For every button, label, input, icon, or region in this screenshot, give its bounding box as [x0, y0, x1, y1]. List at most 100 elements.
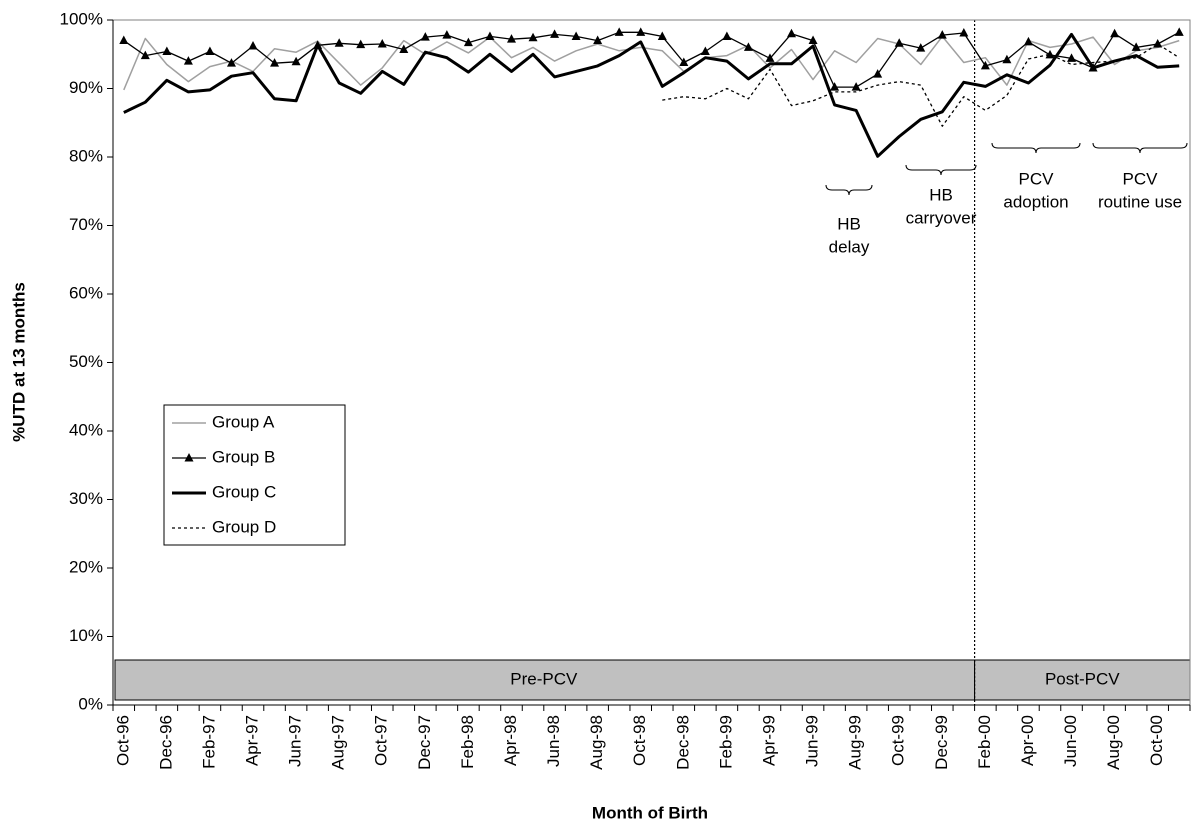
- x-tick-label: Dec-97: [415, 715, 434, 770]
- legend-box: [163, 404, 346, 546]
- y-tick-label: 90%: [69, 78, 103, 97]
- x-tick-label: Oct-97: [372, 715, 391, 766]
- y-tick-label: 0%: [78, 694, 103, 713]
- annotation: HB: [929, 185, 953, 204]
- x-tick-label: Apr-99: [759, 715, 778, 766]
- annotation-brace: [905, 164, 977, 176]
- x-tick-label: Oct-00: [1147, 715, 1166, 766]
- y-tick-label: 50%: [69, 352, 103, 371]
- series-marker: [334, 38, 344, 47]
- x-tick-label: Oct-98: [630, 715, 649, 766]
- series-line: [123, 35, 1180, 91]
- x-tick-label: Apr-00: [1018, 715, 1037, 766]
- x-tick-label: Jun-99: [803, 715, 822, 767]
- x-tick-label: Feb-99: [716, 715, 735, 769]
- y-tick-label: 40%: [69, 420, 103, 439]
- series-marker: [442, 30, 452, 39]
- series-marker: [291, 56, 301, 66]
- series-marker: [1067, 53, 1077, 62]
- x-tick-label: Feb-00: [975, 715, 994, 769]
- series-marker: [1131, 42, 1141, 51]
- x-tick-label: Dec-98: [673, 715, 692, 770]
- x-tick-label: Oct-99: [889, 715, 908, 766]
- series-line: [123, 31, 1180, 88]
- x-tick-label: Jun-97: [286, 715, 305, 767]
- series-marker: [808, 35, 818, 45]
- series-marker: [356, 39, 366, 49]
- series-marker: [916, 43, 926, 52]
- series-marker: [959, 28, 969, 37]
- annotation: PCV: [1123, 169, 1159, 188]
- x-tick-label: Aug-99: [846, 715, 865, 770]
- legend-label: Group A: [212, 412, 275, 431]
- series-marker: [420, 32, 430, 41]
- y-tick-label: 70%: [69, 215, 103, 234]
- series-marker: [1174, 27, 1184, 36]
- annotation: carryover: [906, 208, 977, 227]
- series-marker: [743, 42, 753, 51]
- series-marker: [463, 37, 473, 47]
- x-tick-label: Jun-98: [544, 715, 563, 767]
- series-marker: [1045, 49, 1055, 59]
- series-marker: [700, 46, 710, 56]
- series-marker: [506, 34, 516, 43]
- y-tick-label: 10%: [69, 626, 103, 645]
- series-marker: [183, 56, 193, 65]
- legend-label: Group D: [212, 517, 276, 536]
- annotation-brace: [1092, 142, 1188, 154]
- legend-label: Group C: [212, 482, 276, 501]
- period-band: [114, 659, 976, 701]
- series-marker: [248, 41, 258, 50]
- series-marker: [593, 35, 603, 45]
- annotation: PCV: [1019, 169, 1055, 188]
- y-axis-title: %UTD at 13 months: [9, 282, 28, 442]
- series-marker: [205, 46, 215, 56]
- y-tick-label: 60%: [69, 283, 103, 302]
- series-marker: [485, 31, 495, 40]
- series-marker: [679, 57, 689, 66]
- x-tick-label: Oct-96: [113, 715, 132, 766]
- x-tick-label: Feb-98: [458, 715, 477, 769]
- annotation: HB: [837, 214, 861, 233]
- x-tick-label: Jun-00: [1061, 715, 1080, 767]
- series-marker: [528, 32, 538, 42]
- x-tick-label: Aug-00: [1104, 715, 1123, 770]
- series-marker: [226, 58, 236, 67]
- x-tick-label: Feb-97: [199, 715, 218, 769]
- series-marker: [851, 82, 861, 91]
- y-tick-label: 20%: [69, 557, 103, 576]
- series-marker: [894, 38, 904, 47]
- series-marker: [1002, 54, 1012, 64]
- annotation: delay: [829, 237, 870, 256]
- y-tick-label: 80%: [69, 146, 103, 165]
- series-marker: [162, 46, 172, 56]
- period-label: Pre-PCV: [510, 669, 578, 688]
- annotation: adoption: [1003, 192, 1068, 211]
- series-marker: [571, 31, 581, 40]
- plot-frame: [112, 19, 1191, 705]
- period-band: [974, 659, 1191, 701]
- series-marker: [636, 27, 646, 36]
- x-tick-label: Apr-97: [242, 715, 261, 766]
- series-marker: [377, 38, 387, 48]
- legend-label: Group B: [212, 447, 275, 466]
- series-marker: [787, 28, 797, 38]
- series-marker: [270, 58, 280, 67]
- series-marker: [614, 27, 624, 36]
- x-tick-label: Dec-99: [932, 715, 951, 770]
- x-tick-label: Dec-96: [156, 715, 175, 770]
- series-marker: [550, 29, 560, 38]
- series-marker: [657, 31, 667, 40]
- series-marker: [937, 30, 947, 39]
- period-label: Post-PCV: [1045, 669, 1120, 688]
- series-marker: [1110, 28, 1120, 38]
- y-tick-label: 100%: [60, 9, 103, 28]
- legend-marker: [184, 453, 194, 462]
- series-marker: [830, 82, 840, 91]
- series-marker: [873, 69, 883, 78]
- annotation-brace: [991, 142, 1081, 154]
- series-marker: [722, 31, 732, 40]
- x-tick-label: Apr-98: [501, 715, 520, 766]
